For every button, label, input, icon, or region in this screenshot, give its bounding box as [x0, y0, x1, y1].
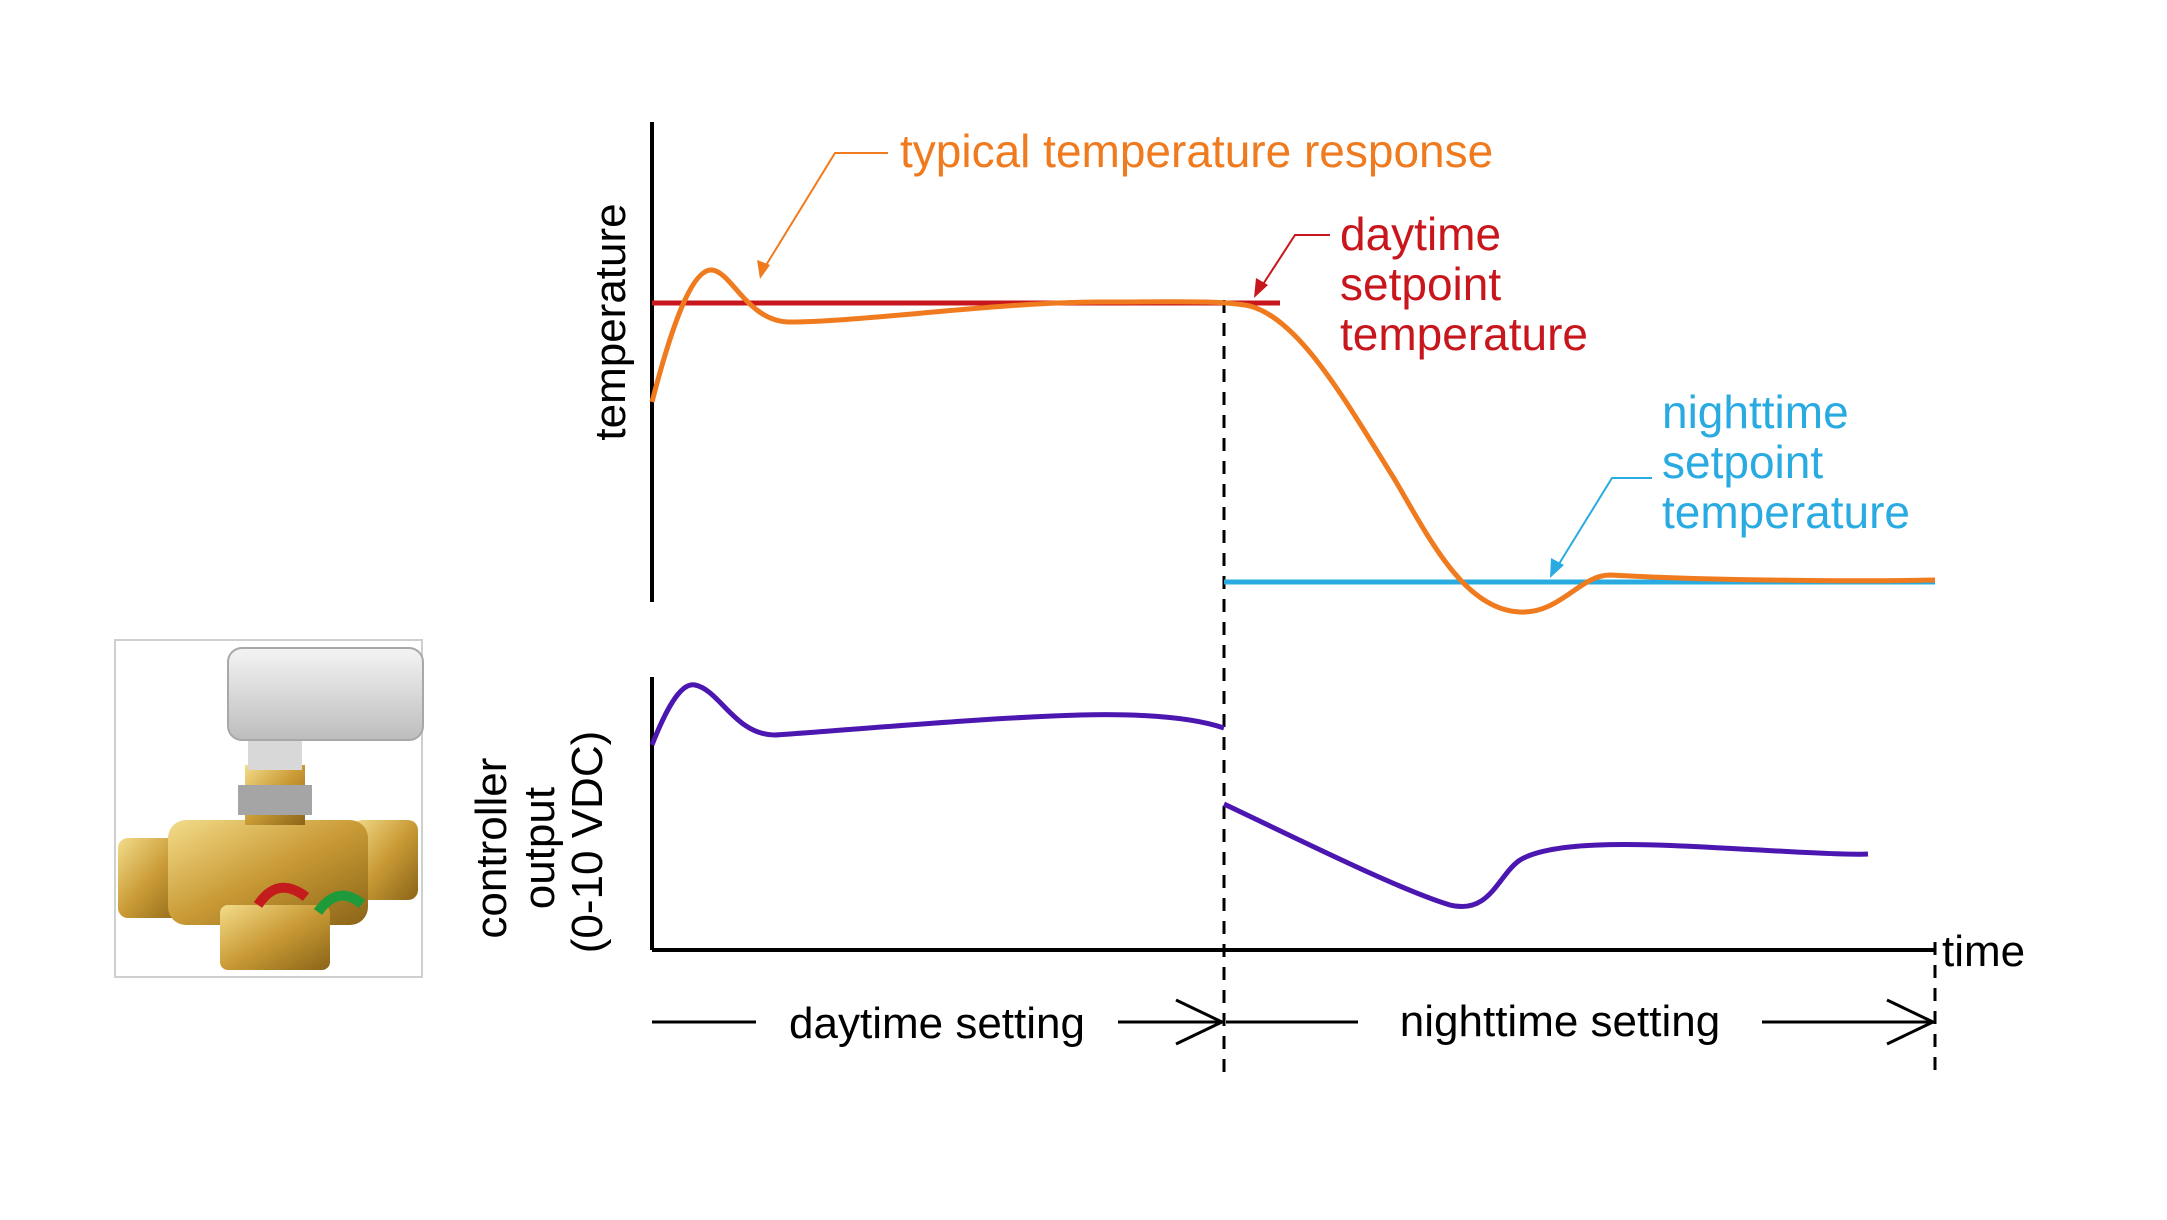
- daytime-setpoint-leader: [1257, 234, 1330, 293]
- nighttime-setting-arrowhead: [1886, 998, 1937, 1046]
- time-axis-label: time: [1942, 927, 2025, 976]
- nighttime-setting-label: nighttime setting: [1400, 997, 1720, 1046]
- daytime-setting-arrowhead: [1175, 998, 1226, 1046]
- temperature-response-arrowhead: [757, 260, 770, 279]
- controller-output-nighttime-curve: [1222, 801, 1869, 910]
- daytime-setpoint-label: daytime setpoint temperature: [1340, 208, 1588, 360]
- controller-output-daytime-curve: [649, 682, 1225, 746]
- zone-valve-with-actuator-icon: [114, 639, 424, 978]
- temperature-response-curve: [649, 267, 1936, 615]
- nighttime-setpoint-label: nighttime setpoint temperature: [1662, 386, 1910, 538]
- daytime-setting-label: daytime setting: [789, 999, 1085, 1048]
- daytime-setpoint-arrowhead: [1254, 278, 1268, 298]
- temperature-response-label: typical temperature response: [900, 125, 1493, 177]
- nighttime-setpoint-arrowhead: [1550, 558, 1564, 578]
- temperature-axis-label: temperature: [586, 203, 635, 440]
- nighttime-setpoint-leader: [1553, 477, 1652, 573]
- temperature-response-leader: [759, 152, 888, 276]
- controller-output-axis-label: controller output (0-10 VDC): [467, 731, 612, 954]
